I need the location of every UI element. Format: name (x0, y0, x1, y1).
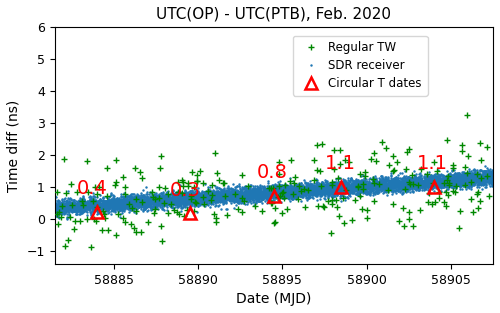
Regular TW (425, 200, 431, 203)
SDR receiver (74, 205, 80, 209)
Text: 0.8: 0.8 (257, 163, 288, 182)
SDR receiver (326, 190, 332, 194)
Regular TW (330, 148, 336, 151)
Regular TW (486, 194, 492, 198)
X-axis label: Date (MJD): Date (MJD) (236, 292, 312, 306)
SDR receiver (211, 194, 217, 198)
SDR receiver (482, 164, 488, 167)
Regular TW (418, 167, 424, 171)
Text: 1.1: 1.1 (324, 155, 356, 173)
Text: 1.1: 1.1 (417, 155, 448, 173)
SDR receiver (490, 175, 496, 178)
Text: 0.3: 0.3 (170, 181, 200, 200)
Text: 0.4: 0.4 (76, 179, 108, 198)
Legend: Regular TW, SDR receiver, Circular T dates: Regular TW, SDR receiver, Circular T dat… (293, 36, 428, 96)
SDR receiver (373, 176, 379, 180)
Line: Regular TW: Regular TW (54, 112, 492, 274)
SDR receiver (397, 181, 403, 184)
Regular TW (126, 268, 132, 272)
Regular TW (314, 143, 320, 147)
Regular TW (120, 216, 126, 220)
Y-axis label: Time diff (ns): Time diff (ns) (7, 100, 21, 192)
Regular TW (464, 113, 470, 117)
SDR receiver (306, 191, 312, 195)
Regular TW (54, 212, 60, 216)
SDR receiver (52, 203, 58, 207)
Line: SDR receiver: SDR receiver (54, 165, 494, 220)
Regular TW (274, 195, 280, 199)
Title: UTC(OP) - UTC(PTB), Feb. 2020: UTC(OP) - UTC(PTB), Feb. 2020 (156, 7, 392, 22)
SDR receiver (64, 217, 70, 221)
